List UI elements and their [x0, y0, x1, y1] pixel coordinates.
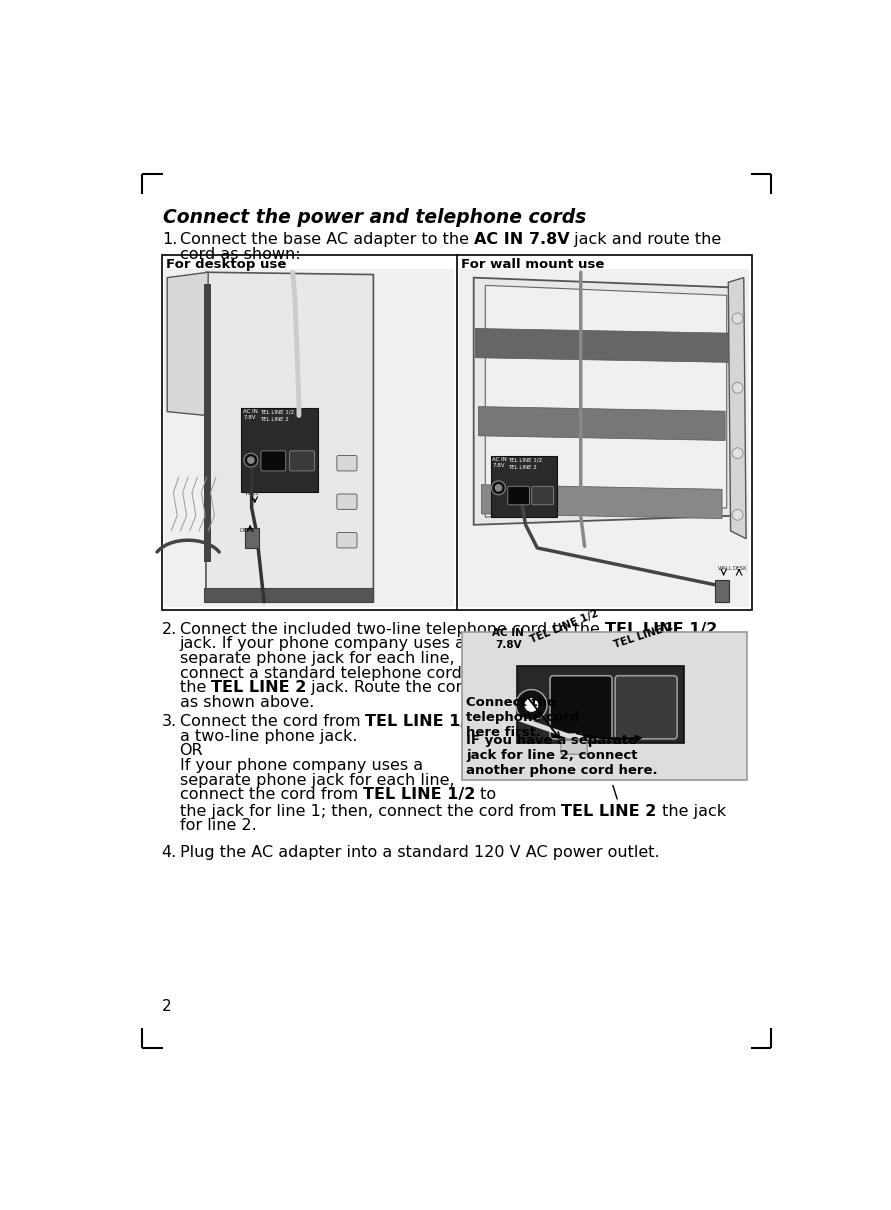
- Text: connect the cord from: connect the cord from: [180, 788, 363, 802]
- Circle shape: [732, 509, 743, 520]
- Text: TEL LINE 1/2: TEL LINE 1/2: [363, 788, 475, 802]
- FancyBboxPatch shape: [550, 675, 612, 739]
- Circle shape: [492, 480, 505, 495]
- Circle shape: [244, 454, 257, 467]
- Circle shape: [525, 699, 537, 711]
- Text: 7.8V: 7.8V: [493, 463, 505, 468]
- Bar: [491, 455, 557, 517]
- Text: to: to: [475, 788, 496, 802]
- Circle shape: [495, 485, 502, 491]
- Text: For desktop use: For desktop use: [166, 258, 286, 271]
- Text: a two-line phone jack.: a two-line phone jack.: [180, 728, 357, 744]
- Text: separate phone jack for each line,: separate phone jack for each line,: [180, 773, 454, 788]
- FancyBboxPatch shape: [560, 741, 587, 754]
- FancyBboxPatch shape: [337, 455, 357, 471]
- Text: OR: OR: [180, 743, 203, 759]
- FancyBboxPatch shape: [290, 451, 315, 471]
- Text: TEL LINE 2: TEL LINE 2: [612, 621, 674, 650]
- Text: Connect the cord from: Connect the cord from: [180, 714, 365, 730]
- Bar: [241, 408, 318, 492]
- Polygon shape: [481, 485, 722, 519]
- Circle shape: [248, 457, 254, 463]
- Bar: [162, 254, 751, 610]
- Polygon shape: [486, 286, 727, 517]
- Bar: [462, 632, 747, 780]
- Text: the: the: [180, 680, 211, 696]
- FancyBboxPatch shape: [337, 532, 357, 548]
- Text: for line 2.: for line 2.: [180, 818, 257, 834]
- Text: 7.8V: 7.8V: [243, 415, 256, 420]
- Bar: [715, 581, 729, 601]
- Bar: [204, 588, 373, 601]
- Text: DESK: DESK: [240, 528, 254, 532]
- Text: 2: 2: [162, 998, 171, 1014]
- Circle shape: [732, 448, 743, 459]
- Text: 2.: 2.: [162, 622, 177, 636]
- Polygon shape: [728, 277, 746, 538]
- Text: Connect the base AC adapter to the: Connect the base AC adapter to the: [180, 232, 474, 247]
- Text: AC IN
7.8V: AC IN 7.8V: [492, 628, 524, 650]
- Text: TEL LINE 1/2: TEL LINE 1/2: [260, 409, 294, 414]
- Text: connect a standard telephone cord to: connect a standard telephone cord to: [180, 666, 483, 681]
- Text: TEL LINE 1/2: TEL LINE 1/2: [528, 609, 600, 645]
- Text: 3.: 3.: [162, 714, 177, 730]
- Text: jack and route the: jack and route the: [569, 232, 722, 247]
- Text: WALL: WALL: [717, 566, 732, 571]
- Text: to: to: [478, 714, 499, 730]
- Polygon shape: [206, 272, 373, 601]
- Text: AC IN 7.8V: AC IN 7.8V: [474, 232, 569, 247]
- Text: jack. If your phone company uses a: jack. If your phone company uses a: [180, 636, 465, 651]
- FancyBboxPatch shape: [261, 451, 286, 471]
- Text: AC IN: AC IN: [243, 409, 258, 414]
- Text: the jack for line 1; then, connect the cord from: the jack for line 1; then, connect the c…: [180, 803, 561, 818]
- Circle shape: [732, 313, 743, 324]
- FancyBboxPatch shape: [615, 675, 677, 739]
- Text: If your phone company uses a: If your phone company uses a: [180, 759, 422, 773]
- FancyBboxPatch shape: [508, 486, 529, 505]
- Text: TEL LINE 2: TEL LINE 2: [211, 680, 307, 696]
- Text: IF you have a separate
jack for line 2, connect
another phone cord here.: IF you have a separate jack for line 2, …: [466, 734, 658, 777]
- Text: 1.: 1.: [162, 232, 177, 247]
- Text: WALL: WALL: [245, 491, 259, 496]
- Text: For wall mount use: For wall mount use: [461, 258, 604, 271]
- Text: TEL LINE 2: TEL LINE 2: [561, 803, 657, 818]
- Bar: [245, 528, 258, 548]
- Text: TEL LINE 1/2: TEL LINE 1/2: [365, 714, 478, 730]
- Text: cord as shown:: cord as shown:: [180, 247, 300, 261]
- Bar: [518, 667, 684, 743]
- Text: TEL LINE 1/2: TEL LINE 1/2: [508, 457, 542, 462]
- Text: as shown above.: as shown above.: [180, 695, 314, 710]
- Bar: [164, 269, 454, 607]
- FancyBboxPatch shape: [532, 486, 553, 505]
- Circle shape: [732, 382, 743, 393]
- Text: TEL LINE 2: TEL LINE 2: [508, 465, 536, 469]
- Text: Plug the AC adapter into a standard 120 V AC power outlet.: Plug the AC adapter into a standard 120 …: [180, 845, 659, 860]
- Text: AC IN: AC IN: [493, 457, 507, 462]
- FancyBboxPatch shape: [337, 494, 357, 509]
- Text: TEL LINE 2: TEL LINE 2: [260, 417, 289, 422]
- Bar: [204, 284, 211, 561]
- Text: separate phone jack for each line,: separate phone jack for each line,: [180, 651, 454, 666]
- Bar: [459, 269, 749, 607]
- Text: jack. Route the cords: jack. Route the cords: [307, 680, 481, 696]
- Text: Connect the power and telephone cords: Connect the power and telephone cords: [163, 208, 586, 227]
- Circle shape: [516, 690, 547, 720]
- Text: the jack: the jack: [657, 803, 725, 818]
- Polygon shape: [474, 277, 739, 525]
- Text: \: \: [612, 784, 618, 801]
- Text: Connect the
telephone cord
here first.: Connect the telephone cord here first.: [466, 696, 579, 739]
- Text: DESK: DESK: [733, 566, 748, 571]
- Polygon shape: [475, 328, 728, 362]
- Text: 4.: 4.: [162, 845, 177, 860]
- Text: TEL LINE 1/2: TEL LINE 1/2: [605, 622, 717, 636]
- Polygon shape: [168, 272, 208, 415]
- Text: Connect the included two-line telephone cord to the: Connect the included two-line telephone …: [180, 622, 605, 636]
- Polygon shape: [478, 407, 725, 440]
